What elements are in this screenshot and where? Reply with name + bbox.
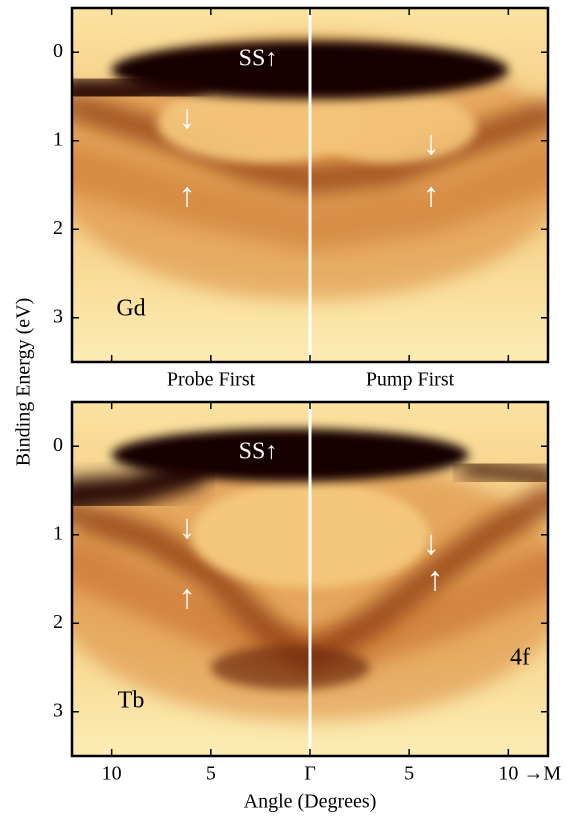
x-axis-label: Angle (Degrees) xyxy=(244,791,377,813)
y-tick-label: 0 xyxy=(53,40,63,62)
intensity-feature xyxy=(210,645,370,690)
y-tick-label: 1 xyxy=(53,128,63,150)
intensity-band xyxy=(72,456,207,511)
x-tick-label: 5 xyxy=(206,763,216,785)
y-axis-label: Binding Energy (eV) xyxy=(13,298,35,467)
annotation: 4f xyxy=(510,645,530,671)
y-tick-label: 3 xyxy=(53,699,63,721)
intensity-band xyxy=(457,457,548,489)
annotation: ↓ xyxy=(423,525,440,562)
intensity-feature xyxy=(157,83,364,163)
annotation: ↑ xyxy=(427,561,444,598)
y-tick-label: 2 xyxy=(53,217,63,239)
annotation: SS↑ xyxy=(239,439,278,465)
sample-label: Tb xyxy=(118,688,145,714)
annotation: ↓ xyxy=(179,99,196,136)
intensity-band xyxy=(72,68,206,108)
y-tick-label: 1 xyxy=(53,522,63,544)
section-label: Pump First xyxy=(366,369,455,391)
x-tick-label: 10 →M xyxy=(498,763,561,785)
annotation: ↓ xyxy=(423,125,440,162)
annotation: SS↑ xyxy=(239,46,278,72)
annotation: ↑ xyxy=(179,177,196,214)
y-tick-label: 2 xyxy=(53,611,63,633)
annotation: ↑ xyxy=(423,177,440,214)
intensity-feature xyxy=(310,92,477,163)
annotation: ↓ xyxy=(179,509,196,546)
x-tick-label: 5 xyxy=(404,763,414,785)
x-tick-label: Γ xyxy=(304,763,316,785)
section-label: Probe First xyxy=(167,369,256,391)
y-tick-label: 3 xyxy=(53,305,63,327)
sample-label: Gd xyxy=(116,296,145,322)
annotation: ↑ xyxy=(179,579,196,616)
x-tick-label: 10 xyxy=(102,763,122,785)
y-tick-label: 0 xyxy=(53,434,63,456)
